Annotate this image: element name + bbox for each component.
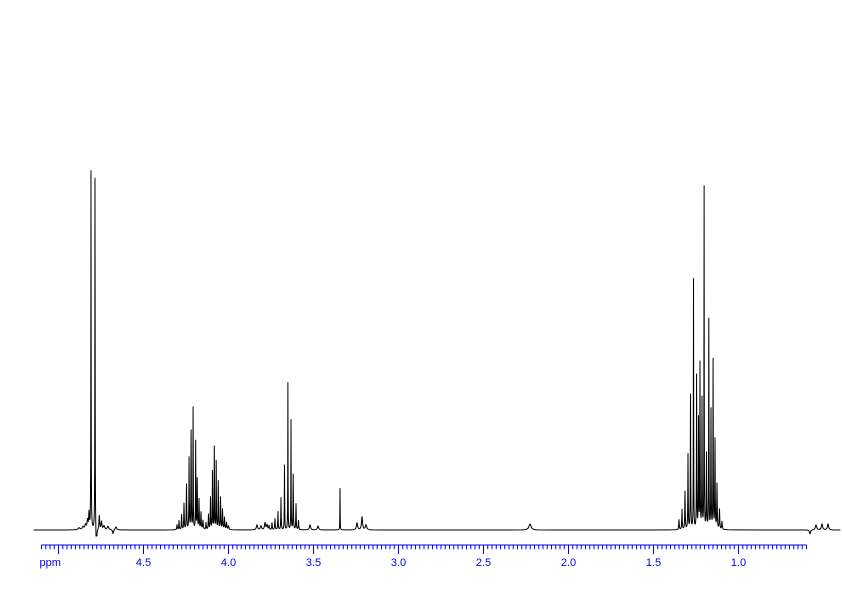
svg-text:4.0: 4.0 xyxy=(221,557,236,569)
svg-text:ppm: ppm xyxy=(40,557,61,569)
svg-text:3.5: 3.5 xyxy=(306,557,321,569)
svg-text:2.5: 2.5 xyxy=(476,557,491,569)
svg-text:1.0: 1.0 xyxy=(731,557,746,569)
svg-text:4.5: 4.5 xyxy=(136,557,151,569)
svg-text:1.5: 1.5 xyxy=(646,557,661,569)
svg-text:3.0: 3.0 xyxy=(391,557,406,569)
svg-text:2.0: 2.0 xyxy=(561,557,576,569)
